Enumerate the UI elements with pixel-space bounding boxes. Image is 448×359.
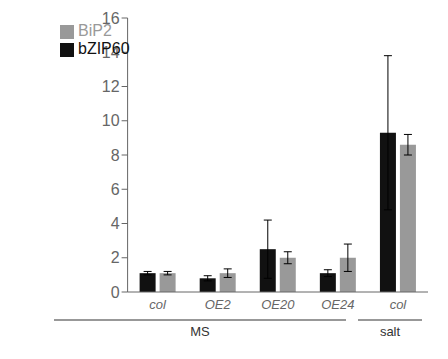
svg-text:OE24: OE24	[321, 297, 354, 312]
svg-text:col: col	[390, 297, 408, 312]
svg-text:8: 8	[111, 147, 120, 164]
svg-text:16: 16	[102, 10, 120, 27]
svg-text:col: col	[149, 297, 167, 312]
svg-text:4: 4	[111, 215, 120, 232]
svg-text:14: 14	[102, 44, 120, 61]
svg-text:12: 12	[102, 78, 120, 95]
svg-text:MS: MS	[190, 324, 210, 339]
svg-text:OE2: OE2	[205, 297, 232, 312]
svg-text:OE20: OE20	[261, 297, 295, 312]
svg-text:0: 0	[111, 284, 120, 301]
svg-text:salt: salt	[380, 324, 401, 339]
svg-text:2: 2	[111, 249, 120, 266]
svg-text:6: 6	[111, 181, 120, 198]
svg-text:10: 10	[102, 112, 120, 129]
